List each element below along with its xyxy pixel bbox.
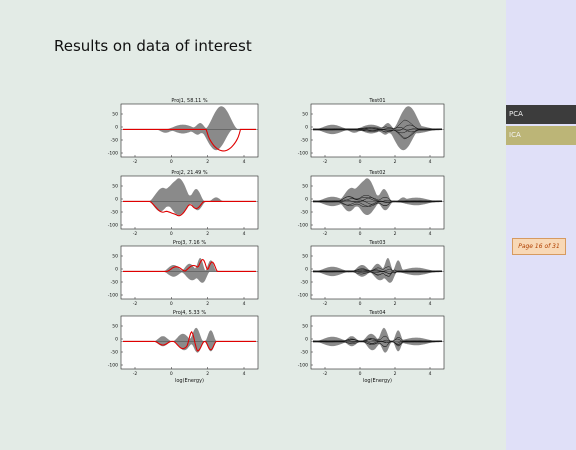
y-tick-label: -50 — [111, 350, 118, 356]
test-line — [313, 127, 443, 140]
x-tick-label: 2 — [394, 301, 397, 307]
y-tick-label: 0 — [305, 197, 308, 203]
y-tick-label: -50 — [111, 280, 118, 286]
projection-line — [123, 258, 256, 272]
panel-title: Test03 — [368, 240, 385, 246]
x-tick-label: 2 — [394, 159, 397, 165]
x-tick-label: 4 — [429, 371, 432, 377]
figure: Proj1, 58.11 % 50 0 -50 -100 -2 0 2 4 Proj2, 21.4… — [108, 98, 445, 384]
x-tick-label: 0 — [170, 159, 173, 165]
x-tick-label: 0 — [359, 371, 362, 377]
x-tick-label: 0 — [170, 371, 173, 377]
panel-title: Test01 — [368, 98, 385, 104]
y-tick-label: -50 — [301, 350, 308, 356]
projection-line — [123, 200, 256, 217]
y-tick-label: 50 — [112, 112, 118, 118]
x-tick-label: -2 — [323, 371, 328, 377]
y-tick-label: 50 — [112, 184, 118, 190]
x-tick-label: 0 — [359, 159, 362, 165]
y-tick-label: -50 — [111, 138, 118, 144]
variance-band — [313, 258, 442, 283]
x-tick-label: 2 — [206, 371, 209, 377]
x-tick-label: 0 — [170, 231, 173, 237]
panel-title: Proj4, 5.33 % — [173, 310, 206, 316]
x-tick-label: -2 — [133, 159, 138, 165]
x-tick-label: -2 — [133, 231, 138, 237]
panel-title: Test02 — [368, 170, 385, 176]
variance-band — [313, 178, 442, 215]
page-indicator[interactable]: Page 16 of 31 — [512, 238, 566, 255]
x-tick-label: 4 — [243, 231, 246, 237]
y-tick-label: 0 — [305, 337, 308, 343]
x-tick-label: -2 — [323, 159, 328, 165]
panel-title: Proj3, 7.16 % — [173, 240, 206, 246]
y-tick-label: -100 — [108, 223, 118, 229]
y-tick-label: 50 — [112, 254, 118, 260]
x-tick-label: -2 — [133, 371, 138, 377]
y-tick-label: -100 — [108, 151, 118, 157]
y-tick-label: -100 — [108, 363, 118, 369]
variance-band — [123, 327, 256, 353]
y-tick-label: 0 — [305, 125, 308, 131]
test-line — [313, 268, 443, 275]
test-line — [313, 196, 442, 206]
test-line — [313, 338, 442, 348]
variance-band — [123, 178, 256, 215]
test-line — [313, 124, 442, 133]
slide-title: Results on data of interest — [54, 37, 252, 55]
test-line — [313, 270, 442, 277]
y-tick-label: 50 — [112, 324, 118, 330]
y-tick-label: -50 — [301, 280, 308, 286]
x-tick-label: 4 — [243, 301, 246, 307]
x-tick-label: 2 — [394, 371, 397, 377]
y-tick-label: 0 — [115, 125, 118, 131]
sidebar-item-ica[interactable]: ICA — [506, 126, 576, 145]
x-tick-label: 0 — [359, 301, 362, 307]
panel-title: Proj1, 58.11 % — [171, 98, 208, 104]
x-tick-label: 2 — [206, 301, 209, 307]
y-tick-label: -50 — [111, 210, 118, 216]
x-axis-label: log(Energy) — [363, 378, 392, 384]
y-tick-label: -50 — [301, 210, 308, 216]
y-tick-label: 50 — [302, 324, 308, 330]
variance-band — [123, 106, 256, 151]
x-axis-label: log(Energy) — [175, 378, 204, 384]
x-tick-label: -2 — [323, 231, 328, 237]
slide: Results on data of interest Proj1, 58.11… — [0, 0, 506, 450]
y-tick-label: -100 — [298, 293, 308, 299]
y-tick-label: 0 — [115, 267, 118, 273]
sidebar-item-pca[interactable]: PCA — [506, 105, 576, 124]
y-tick-label: -50 — [301, 138, 308, 144]
x-tick-label: 4 — [429, 159, 432, 165]
y-tick-label: -100 — [298, 363, 308, 369]
test-line — [313, 195, 443, 204]
y-tick-label: 0 — [305, 267, 308, 273]
x-tick-label: 0 — [359, 231, 362, 237]
x-tick-label: 0 — [170, 301, 173, 307]
y-tick-label: 50 — [302, 112, 308, 118]
x-tick-label: 4 — [243, 159, 246, 165]
x-tick-label: -2 — [323, 301, 328, 307]
y-tick-label: -100 — [108, 293, 118, 299]
variance-band — [123, 258, 256, 283]
sidebar: PCA ICA — [506, 0, 576, 450]
y-tick-label: -100 — [298, 151, 308, 157]
x-tick-label: 4 — [243, 371, 246, 377]
panel-title: Test04 — [368, 310, 385, 316]
projection-line — [123, 128, 256, 152]
x-tick-label: 2 — [394, 231, 397, 237]
y-tick-label: 50 — [302, 254, 308, 260]
y-tick-label: 0 — [115, 197, 118, 203]
x-tick-label: 4 — [429, 301, 432, 307]
x-tick-label: 4 — [429, 231, 432, 237]
x-tick-label: -2 — [133, 301, 138, 307]
x-tick-label: 2 — [206, 159, 209, 165]
y-tick-label: 50 — [302, 184, 308, 190]
y-tick-label: -100 — [298, 223, 308, 229]
x-tick-label: 2 — [206, 231, 209, 237]
y-tick-label: 0 — [115, 337, 118, 343]
panel-title: Proj2, 21.49 % — [171, 170, 208, 176]
projection-line — [123, 330, 256, 352]
test-line — [313, 338, 443, 347]
